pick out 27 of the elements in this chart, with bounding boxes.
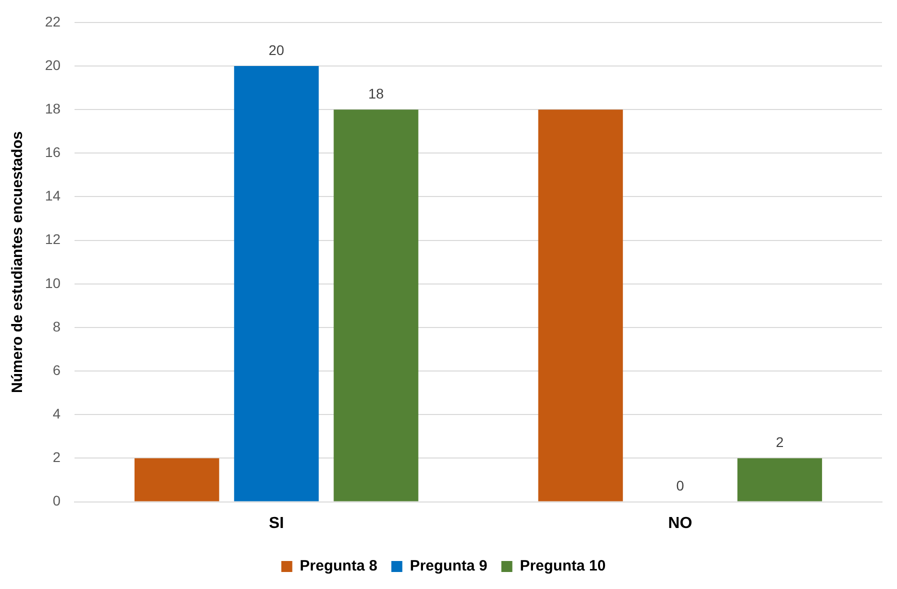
data-label: 18: [368, 85, 384, 102]
bar: [234, 66, 319, 502]
data-label: 0: [676, 478, 684, 494]
y-tick-label: 4: [52, 405, 61, 422]
y-tick-label: 2: [52, 449, 61, 466]
data-label: 20: [268, 42, 284, 58]
bar: [134, 458, 220, 502]
y-tick-label: 0: [52, 492, 61, 509]
bar: [737, 458, 822, 502]
x-tick-label: NO: [668, 514, 692, 532]
y-tick-label: 22: [44, 13, 61, 30]
y-tick-label: 8: [52, 318, 61, 334]
data-label: 2: [776, 434, 784, 450]
legend-label: Pregunta 9: [410, 558, 488, 575]
bar: [334, 110, 418, 502]
y-tick-label: 10: [44, 274, 61, 291]
legend-label: Pregunta 8: [300, 558, 378, 575]
y-tick-label: 16: [44, 144, 61, 160]
y-tick-label: 18: [44, 100, 61, 116]
y-tick-label: 12: [44, 231, 61, 248]
y-tick-label: 20: [44, 56, 61, 73]
x-tick-label: SI: [268, 514, 284, 532]
bar: [538, 110, 623, 502]
legend-label: Pregunta 10: [520, 558, 606, 575]
y-tick-label: 14: [44, 188, 61, 204]
y-tick-label: 6: [52, 362, 61, 378]
y-axis-title: Número de estudiantes encuestados: [9, 131, 26, 393]
